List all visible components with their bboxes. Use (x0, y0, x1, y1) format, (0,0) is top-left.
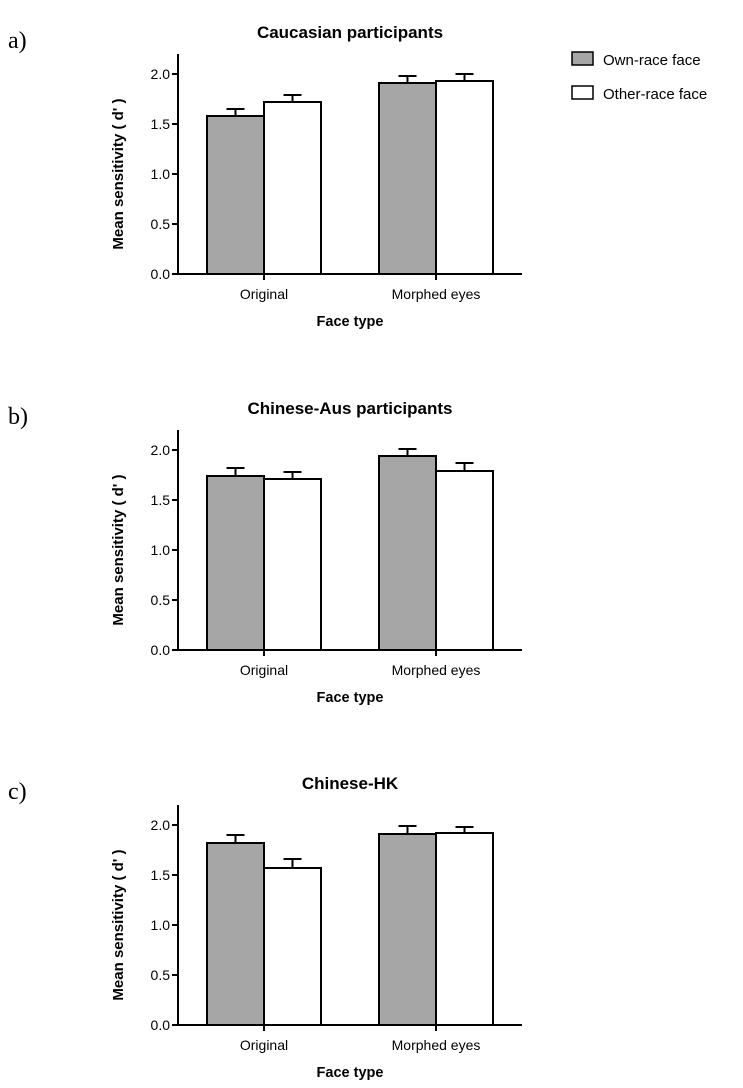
x-tick-label: Morphed eyes (392, 662, 481, 678)
bar (378, 82, 437, 275)
x-axis-label: Face type (317, 690, 384, 706)
y-tick-label: 1.5 (151, 867, 171, 883)
legend-label-own-race: Own-race face (603, 52, 701, 69)
y-tick-label: 0.0 (151, 642, 171, 658)
bar (206, 475, 265, 651)
chart-title: Chinese-HK (302, 774, 399, 793)
bar (263, 478, 322, 651)
y-tick-label: 1.0 (151, 166, 171, 182)
bar (263, 867, 322, 1026)
y-tick-label: 0.5 (151, 592, 171, 608)
bar (378, 833, 437, 1026)
bar (206, 842, 265, 1026)
chart-title: Caucasian participants (257, 23, 443, 42)
y-tick-label: 1.5 (151, 492, 171, 508)
legend-swatch-own-race (571, 51, 594, 66)
y-tick-label: 2.0 (151, 66, 171, 82)
y-tick-label: 0.0 (151, 1017, 171, 1033)
legend-label-other-race: Other-race face (603, 86, 707, 103)
chart-panel: a) Caucasian participants 0.0 0.5 1.0 1.5 2.0 O… (8, 23, 522, 330)
x-tick-label: Morphed eyes (392, 1037, 481, 1053)
y-tick-label: 1.0 (151, 917, 171, 933)
y-axis-label: Mean sensitivity ( d' ) (110, 474, 127, 625)
x-tick-label: Original (240, 662, 288, 678)
x-tick-label: Morphed eyes (392, 286, 481, 302)
bar (435, 80, 494, 275)
y-tick-label: 1.0 (151, 542, 171, 558)
bar (206, 115, 265, 275)
bar (435, 832, 494, 1026)
x-tick-label: Original (240, 1037, 288, 1053)
chart-panel: c) Chinese-HK 0.0 0.5 1.0 1.5 2.0 Original Morph… (8, 774, 522, 1081)
y-tick-label: 2.0 (151, 817, 171, 833)
chart-title: Chinese-Aus participants (248, 399, 453, 418)
panel-letter: b) (8, 404, 28, 430)
legend: Own-race face Other-race face (571, 51, 707, 103)
x-axis-label: Face type (317, 314, 384, 330)
chart-panel: b) Chinese-Aus participants 0.0 0.5 1.0 1.5 2.… (8, 399, 522, 706)
x-axis-label: Face type (317, 1065, 384, 1081)
y-tick-label: 0.5 (151, 216, 171, 232)
y-tick-label: 0.0 (151, 266, 171, 282)
y-tick-label: 2.0 (151, 442, 171, 458)
y-axis-label: Mean sensitivity ( d' ) (110, 849, 127, 1000)
y-tick-label: 0.5 (151, 967, 171, 983)
chart-panels: a) Caucasian participants 0.0 0.5 1.0 1.5 2.0 O… (8, 23, 522, 1081)
panel-letter: c) (8, 779, 27, 805)
bar (378, 455, 437, 651)
legend-swatch-other-race (571, 85, 594, 100)
bar (435, 470, 494, 651)
x-tick-label: Original (240, 286, 288, 302)
y-tick-label: 1.5 (151, 116, 171, 132)
panel-letter: a) (8, 28, 27, 54)
bar (263, 101, 322, 275)
y-axis-label: Mean sensitivity ( d' ) (110, 98, 127, 249)
